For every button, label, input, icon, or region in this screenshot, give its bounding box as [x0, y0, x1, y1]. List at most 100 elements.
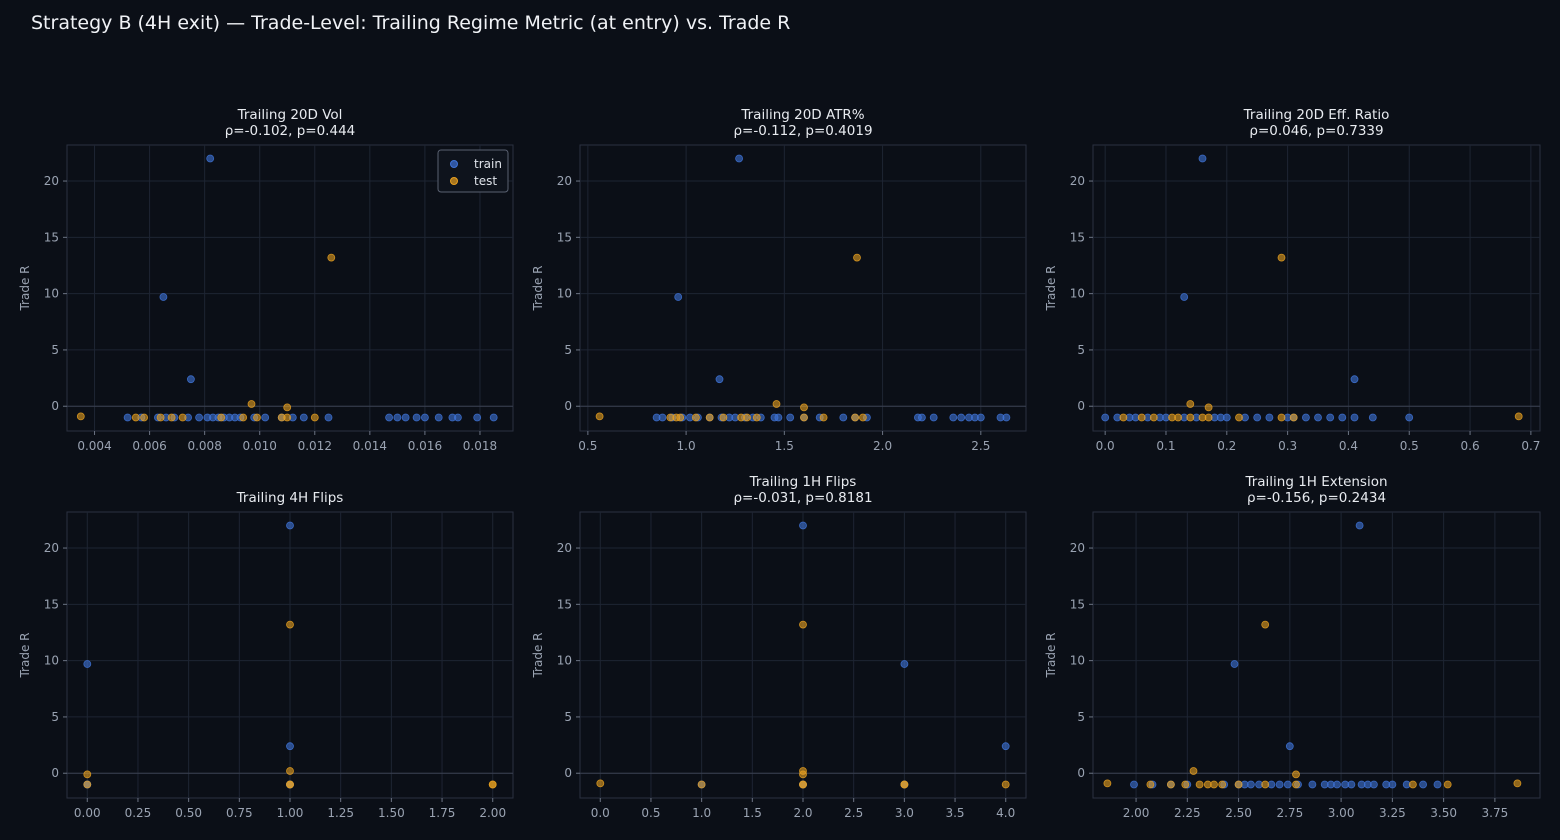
y-tick-label: 5	[564, 710, 572, 724]
test-point	[1001, 780, 1010, 789]
train-point	[1350, 375, 1359, 384]
test-point	[83, 770, 92, 779]
x-tick-label: 0.0	[1096, 439, 1115, 453]
train-point	[735, 154, 743, 163]
test-point	[752, 413, 761, 422]
x-tick-label: 3.00	[1328, 806, 1355, 820]
train-point	[1347, 780, 1356, 789]
train-point	[186, 375, 195, 384]
test-point	[1514, 412, 1523, 421]
train-point	[774, 413, 783, 422]
plot-area	[1092, 511, 1541, 799]
train-point	[1308, 780, 1317, 789]
panel-correlation: ρ=-0.031, p=0.8181	[733, 490, 872, 506]
x-tick-label: 0.008	[187, 439, 221, 453]
test-point	[167, 413, 176, 422]
x-tick-label: 2.5	[971, 439, 990, 453]
train-point	[1275, 780, 1284, 789]
train-point	[799, 521, 807, 530]
train-point	[195, 413, 204, 422]
test-point	[1234, 780, 1243, 789]
y-tick-label: 15	[1070, 230, 1085, 244]
y-tick-label: 15	[1070, 597, 1085, 611]
y-tick-label: 20	[557, 174, 572, 188]
x-tick-label: 2.0	[873, 439, 892, 453]
y-tick-label: 10	[557, 287, 572, 301]
y-tick-label: 15	[557, 597, 572, 611]
test-point	[156, 413, 165, 422]
y-axis-label: Trade R	[1044, 265, 1058, 311]
panel-title: Trailing 1H Extension	[1244, 474, 1387, 490]
y-tick-label: 10	[557, 654, 572, 668]
test-point	[178, 413, 187, 422]
x-tick-label: 0.2	[1217, 439, 1236, 453]
x-tick-label: 0.018	[463, 439, 497, 453]
train-point	[1433, 780, 1442, 789]
test-point	[1409, 780, 1417, 789]
train-point	[1338, 413, 1347, 422]
test-point	[1443, 780, 1452, 789]
train-point	[1230, 660, 1239, 668]
y-tick-label: 20	[557, 541, 572, 555]
x-tick-label: 3.75	[1482, 806, 1509, 820]
y-tick-label: 10	[44, 287, 59, 301]
train-point	[1247, 780, 1255, 789]
train-point	[385, 413, 394, 422]
x-tick-label: 2.5	[844, 806, 863, 820]
x-tick-label: 2.25	[1174, 806, 1201, 820]
train-point	[299, 413, 308, 422]
x-tick-label: 0.004	[77, 439, 111, 453]
panel-correlation: ρ=-0.156, p=0.2434	[1247, 490, 1386, 506]
test-point	[1513, 779, 1522, 788]
test-point	[1204, 403, 1213, 412]
x-tick-label: 1.75	[429, 806, 456, 820]
panel-title: Trailing 1H Flips	[749, 474, 857, 490]
train-point	[1333, 780, 1341, 789]
test-point	[1261, 780, 1270, 789]
x-tick-label: 4.0	[996, 806, 1015, 820]
test-point	[1167, 780, 1175, 789]
y-tick-label: 5	[564, 343, 572, 357]
test-point	[859, 413, 867, 422]
x-tick-label: 0.6	[1461, 439, 1480, 453]
train-point	[83, 660, 92, 668]
train-point	[1001, 742, 1010, 751]
train-point	[206, 154, 215, 163]
y-axis-label: Trade R	[18, 265, 32, 311]
x-tick-label: 0.5	[1400, 439, 1419, 453]
test-point	[743, 413, 751, 422]
test-point	[286, 780, 294, 789]
x-tick-label: 1.0	[692, 806, 711, 820]
train-point	[1130, 780, 1138, 789]
plot-area	[1092, 144, 1541, 432]
legend: train test	[437, 149, 509, 193]
y-tick-label: 20	[1070, 541, 1085, 555]
train-point	[715, 375, 724, 384]
test-point	[851, 413, 859, 422]
x-tick-label: 1.5	[743, 806, 762, 820]
plot-area	[66, 144, 514, 432]
train-point	[1222, 413, 1231, 422]
train-point	[1253, 413, 1262, 422]
train-point	[949, 413, 958, 422]
train-point	[1180, 293, 1189, 301]
x-tick-label: 0.5	[578, 439, 597, 453]
x-tick-label: 0.012	[298, 439, 332, 453]
test-point	[1186, 400, 1195, 408]
train-point	[1350, 413, 1359, 422]
train-point	[261, 413, 270, 422]
y-tick-label: 15	[44, 597, 59, 611]
scatter-panel-2: 0.5 1.0 1.5 2.0 2.5 0 5 10 15 20 Trade R Trailing 2…	[531, 107, 1027, 453]
train-point	[1101, 413, 1110, 422]
y-tick-label: 10	[44, 654, 59, 668]
train-point	[918, 413, 926, 422]
x-tick-label: 0.75	[226, 806, 253, 820]
x-tick-label: 0.016	[408, 439, 442, 453]
x-tick-label: 0.00	[74, 806, 101, 820]
test-point	[1149, 413, 1158, 422]
y-tick-label: 5	[51, 343, 59, 357]
x-tick-label: 0.010	[243, 439, 277, 453]
test-point	[1292, 770, 1300, 779]
test-point	[1189, 767, 1198, 775]
test-point	[1195, 780, 1204, 789]
